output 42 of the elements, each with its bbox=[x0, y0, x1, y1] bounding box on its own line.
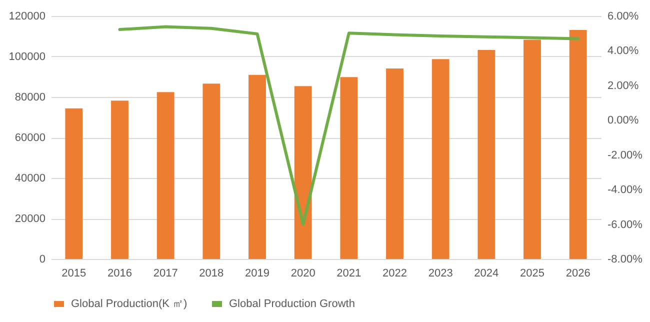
x-tick-label: 2023 bbox=[428, 268, 453, 280]
x-tick-label: 2019 bbox=[245, 268, 270, 280]
bar bbox=[569, 30, 587, 259]
x-tick-label: 2025 bbox=[520, 268, 544, 280]
x-tick-label: 2015 bbox=[62, 268, 86, 280]
x-tick-label: 2016 bbox=[108, 268, 132, 280]
line-series bbox=[118, 25, 580, 226]
bar bbox=[294, 86, 312, 259]
bar bbox=[386, 68, 404, 259]
y-tick-label: 0 bbox=[39, 254, 46, 266]
y2-tick-label: 6.00% bbox=[608, 10, 639, 22]
bar bbox=[156, 92, 174, 259]
x-tick-label: 2022 bbox=[382, 268, 407, 280]
y2-tick-label: -2.00% bbox=[608, 149, 643, 162]
x-tick-label: 2026 bbox=[566, 268, 590, 280]
bar bbox=[432, 59, 450, 259]
y2-tick-label: -8.00% bbox=[608, 254, 643, 266]
y-tick-label: 60000 bbox=[14, 132, 46, 144]
bar bbox=[524, 40, 541, 259]
x-tick-label: 2024 bbox=[474, 268, 499, 280]
y2-tick-label: 4.00% bbox=[608, 45, 639, 58]
x-tick-label: 2020 bbox=[290, 268, 316, 280]
y2-tick-label: 0.00% bbox=[608, 114, 639, 127]
y-tick-label: 120000 bbox=[8, 10, 46, 22]
x-tick-label: 2018 bbox=[199, 268, 224, 280]
bar bbox=[248, 74, 266, 259]
legend-label: Global Production Growth bbox=[229, 298, 355, 310]
y2-tick-label: -4.00% bbox=[608, 184, 643, 196]
y-tick-label: 80000 bbox=[14, 92, 46, 104]
y2-tick-label: -6.00% bbox=[608, 218, 643, 231]
y-tick-label: 20000 bbox=[14, 213, 46, 225]
legend-label: Global Production(K ㎡) bbox=[71, 298, 188, 310]
y-tick-label: 100000 bbox=[8, 51, 46, 63]
bar bbox=[340, 77, 358, 259]
y2-tick-label: 2.00% bbox=[608, 80, 639, 92]
y-tick-label: 40000 bbox=[14, 172, 46, 184]
bar bbox=[111, 100, 128, 259]
bar bbox=[65, 108, 83, 259]
bar bbox=[202, 84, 220, 259]
x-tick-label: 2021 bbox=[336, 268, 362, 280]
x-tick-label: 2017 bbox=[153, 268, 178, 280]
bar bbox=[478, 50, 496, 259]
